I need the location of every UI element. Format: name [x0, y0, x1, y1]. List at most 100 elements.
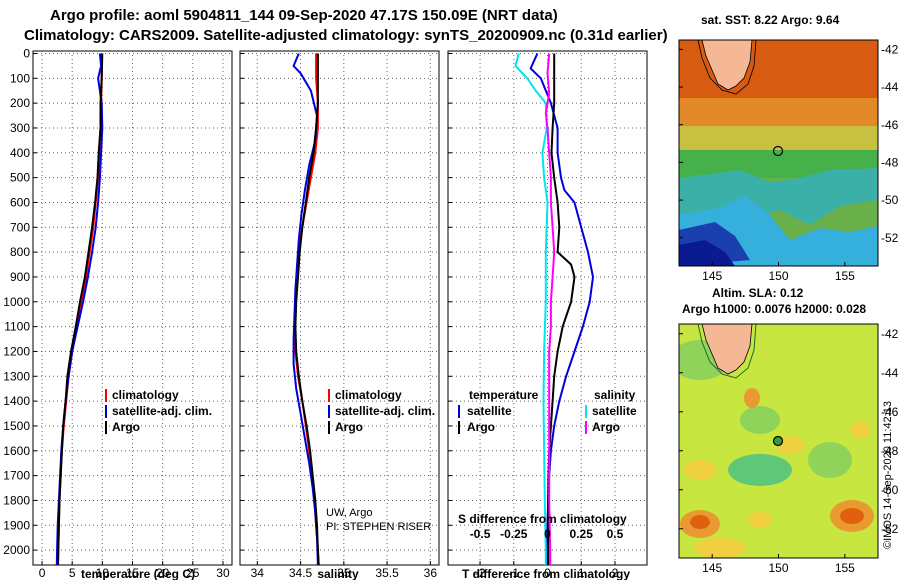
difference-x-label: T difference from climatology: [462, 567, 630, 580]
s-diff-tick-label: 0: [544, 527, 551, 541]
temperature-ytick-label: 1500: [3, 419, 30, 433]
temperature-xtick-label: 20: [156, 566, 170, 580]
temperature-ytick-label: 600: [10, 195, 30, 209]
temperature-xtick-label: 25: [186, 566, 200, 580]
temperature-ytick-label: 500: [10, 171, 30, 185]
sst-map: [679, 40, 878, 266]
legend-label-climatology: climatology: [335, 388, 402, 402]
salinity-xtick-label: 34: [251, 566, 265, 580]
temperature-ytick-label: 1700: [3, 469, 30, 483]
sst-map-ytick-label: -42: [881, 42, 899, 56]
salinity-series-argo: [294, 53, 320, 566]
sst-ticks: 145 150 155 -42 -44 -46 -48 -50 -52: [679, 42, 899, 283]
sla-map-ytick-label: -46: [881, 405, 899, 419]
sst-map-ytick-label: -46: [881, 118, 899, 132]
legend-label-argo: Argo: [112, 420, 140, 434]
sla-patch-yellow: [748, 512, 772, 528]
sla-map-xtick-label: 150: [768, 561, 788, 575]
temperature-series-argo: [57, 53, 104, 566]
salinity-series-satellite: [292, 53, 319, 566]
sst-map-ytick-label: -48: [881, 155, 899, 169]
temperature-ytick-label: 1200: [3, 344, 30, 358]
difference-xtick-label: -2: [475, 566, 486, 580]
s-difference-axis-label: S difference from climatology: [458, 512, 627, 526]
sla-patch-red: [840, 508, 864, 524]
s-tick-layer: -0.5 -0.25 0 0.25 0.5: [470, 527, 624, 541]
tasmania-land: [701, 324, 753, 375]
s-diff-tick-label: -0.5: [470, 527, 491, 541]
difference-series-s-argo: [544, 53, 556, 565]
temperature-ytick-label: 300: [10, 121, 30, 135]
sla-patch-yellow: [694, 538, 746, 558]
imos-credit: ©IMOS 14-Sep-2020 11:42:13: [882, 401, 894, 549]
sla-map-ytick-label: -42: [881, 327, 899, 341]
temperature-ytick-label: 0: [23, 46, 30, 60]
difference-xtick-label: 1: [578, 566, 585, 580]
salinity-xtick-label: 34.5: [289, 566, 313, 580]
temperature-ytick-label: 900: [10, 270, 30, 284]
salinity-xtick-label: 35.5: [375, 566, 399, 580]
sla-ticks: 145 150 155 -42 -44 -46 -48 -50 -52: [679, 327, 899, 575]
legend-label-satellite: satellite-adj. clim.: [335, 404, 435, 418]
sst-map-ytick-label: -50: [881, 193, 899, 207]
legend-label-climatology: climatology: [112, 388, 179, 402]
tasmania-contour: [697, 324, 757, 379]
temperature-ytick-label: 800: [10, 245, 30, 259]
s-diff-tick-label: -0.25: [500, 527, 528, 541]
legend-label-t-argo: Argo: [467, 420, 495, 434]
pi-note-line-1: UW, Argo: [326, 507, 372, 519]
figure-title: Argo profile: aoml 5904811_144 09-Sep-20…: [50, 7, 558, 24]
legend-title-temperature: temperature: [469, 388, 539, 402]
sst-band-orange: [679, 98, 878, 128]
difference-legend: temperature salinity satellite Argo sate…: [458, 388, 637, 434]
temperature-x-label: temperature (deg C): [81, 567, 195, 580]
sst-map-ytick-label: -52: [881, 231, 899, 245]
temperature-legend: climatology satellite-adj. clim. Argo: [105, 388, 212, 434]
sla-map-ytick-label: -50: [881, 483, 899, 497]
temperature-ytick-label: 400: [10, 146, 30, 160]
difference-series-s-satellite: [514, 53, 549, 565]
temperature-xtick-label: 0: [39, 566, 46, 580]
temperature-ytick-label: 100: [10, 71, 30, 85]
temperature-ytick-label: 1600: [3, 444, 30, 458]
sla-patch-yellow: [684, 460, 716, 480]
difference-xtick-label: -1: [508, 566, 519, 580]
salinity-plot-frame: [239, 50, 440, 566]
tick-layer: 0 5 10 15 20 25 300100200300400500600700800900…: [3, 46, 618, 580]
temperature-ytick-label: 1100: [4, 320, 30, 334]
s-diff-tick-label: 0.5: [607, 527, 624, 541]
temperature-ytick-label: 1400: [3, 394, 30, 408]
legend-label-argo: Argo: [335, 420, 363, 434]
sst-band-darkblue: [679, 240, 735, 266]
tasmania-land: [701, 40, 753, 91]
difference-xtick-label: 2: [612, 566, 619, 580]
sst-map-ytick-label: -44: [881, 80, 899, 94]
sla-map-xtick-label: 145: [702, 561, 722, 575]
salinity-x-label: salinity: [317, 567, 359, 580]
legend-label-s-satellite: satellite: [592, 404, 637, 418]
temperature-ytick-label: 1000: [3, 295, 30, 309]
float-position-marker: [772, 435, 784, 447]
s-diff-tick-label: 0.25: [570, 527, 594, 541]
sla-patch-red: [690, 515, 710, 529]
figure-subtitle: Climatology: CARS2009. Satellite-adjuste…: [24, 27, 668, 44]
temperature-xtick-label: 30: [216, 566, 230, 580]
sla-patch-orange: [744, 388, 760, 408]
temperature-ytick-label: 200: [10, 96, 30, 110]
sst-map-title: sat. SST: 8.22 Argo: 9.64: [701, 13, 840, 27]
sla-map: [679, 324, 878, 558]
temperature-ytick-label: 1300: [3, 369, 30, 383]
temperature-xtick-label: 15: [126, 566, 140, 580]
sst-map-xtick-label: 155: [835, 269, 855, 283]
sla-map-ytick-label: -52: [881, 522, 899, 536]
difference-series-t-satellite: [529, 53, 594, 565]
sla-map-ytick-label: -48: [881, 444, 899, 458]
temperature-ytick-label: 1900: [3, 518, 30, 532]
salinity-xtick-label: 35: [337, 566, 351, 580]
sla-patch-green: [808, 442, 852, 478]
sst-band-yellow: [679, 126, 878, 152]
temperature-xtick-label: 5: [69, 566, 76, 580]
sst-map-xtick-label: 145: [702, 269, 722, 283]
